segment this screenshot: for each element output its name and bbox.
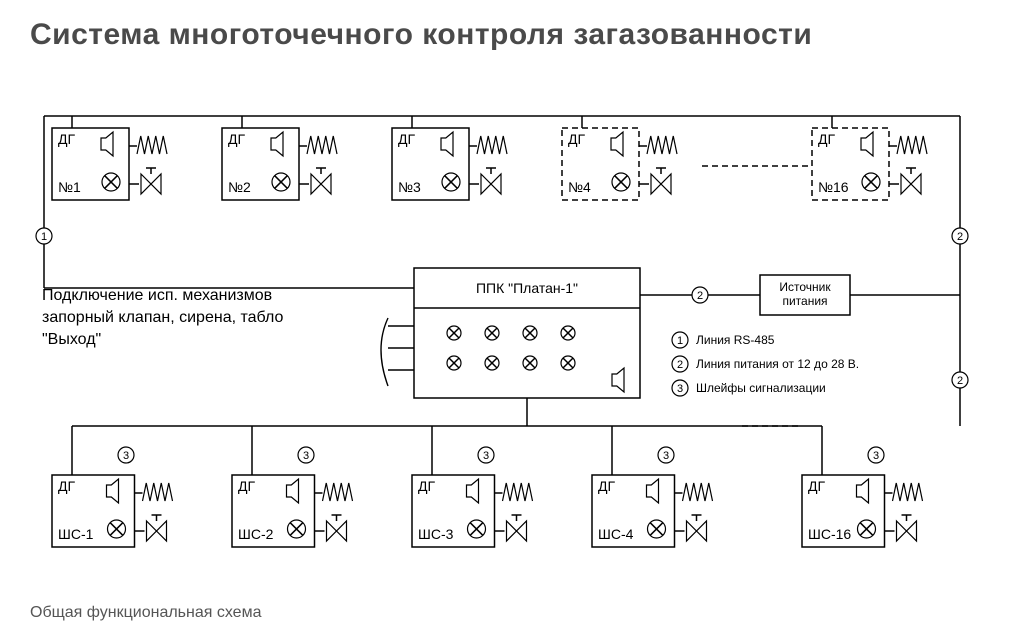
wire-marker: 1 (41, 231, 47, 243)
dg-label-top: ДГ (398, 131, 415, 147)
side-text-2: запорный клапан, сирена, табло (42, 309, 283, 326)
side-text-3: "Выход" (42, 331, 101, 348)
dg-label-top: ДГ (598, 478, 615, 494)
wire-marker: 3 (483, 450, 489, 462)
wire-marker: 2 (957, 375, 963, 387)
wire-marker: 3 (663, 450, 669, 462)
legend-item: Линия питания от 12 до 28 В. (696, 357, 859, 371)
dg-label-bottom: №4 (568, 179, 591, 195)
wire-marker: 3 (303, 450, 309, 462)
wire-marker: 3 (873, 450, 879, 462)
legend-item: Шлейфы сигнализации (696, 381, 826, 395)
dg-label-top: ДГ (808, 478, 825, 494)
dg-label-top: ДГ (568, 131, 585, 147)
dg-label-top: ДГ (58, 131, 75, 147)
power-label-2: питания (782, 294, 827, 308)
wire-marker: 3 (123, 450, 129, 462)
power-label-1: Источник (779, 280, 831, 294)
wire-marker: 2 (697, 290, 703, 302)
wire-marker: 2 (957, 231, 963, 243)
dg-label-bottom: №2 (228, 179, 251, 195)
dg-label-bottom: ШС-2 (238, 526, 274, 542)
legend-item: Линия RS-485 (696, 333, 775, 347)
dg-label-top: ДГ (238, 478, 255, 494)
wire-marker: 1 (677, 335, 683, 347)
dg-label-bottom: ШС-3 (418, 526, 454, 542)
dg-label-bottom: №3 (398, 179, 421, 195)
page: Система многоточечного контроля загазова… (0, 0, 1024, 640)
diagram-canvas: ДГ №1 ДГ №2 ДГ №3 ДГ №4 ДГ №16 ППК "Платан-1" Источ… (0, 0, 1024, 640)
dg-label-bottom: №1 (58, 179, 81, 195)
dg-label-top: ДГ (228, 131, 245, 147)
dg-label-top: ДГ (418, 478, 435, 494)
dg-label-bottom: №16 (818, 179, 849, 195)
dg-label-top: ДГ (58, 478, 75, 494)
side-text-1: Подключение исп. механизмов (42, 287, 272, 304)
wire-marker: 3 (677, 383, 683, 395)
wire-marker: 2 (677, 359, 683, 371)
dg-label-top: ДГ (818, 131, 835, 147)
controller-label: ППК "Платан-1" (476, 280, 578, 296)
dg-label-bottom: ШС-16 (808, 526, 851, 542)
dg-label-bottom: ШС-1 (58, 526, 94, 542)
dg-label-bottom: ШС-4 (598, 526, 634, 542)
